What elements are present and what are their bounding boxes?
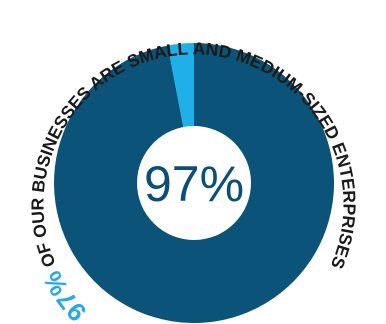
headline-accent: 97%: [37, 266, 93, 324]
donut-hole: [137, 126, 251, 240]
center-label: 97%: [144, 156, 244, 212]
